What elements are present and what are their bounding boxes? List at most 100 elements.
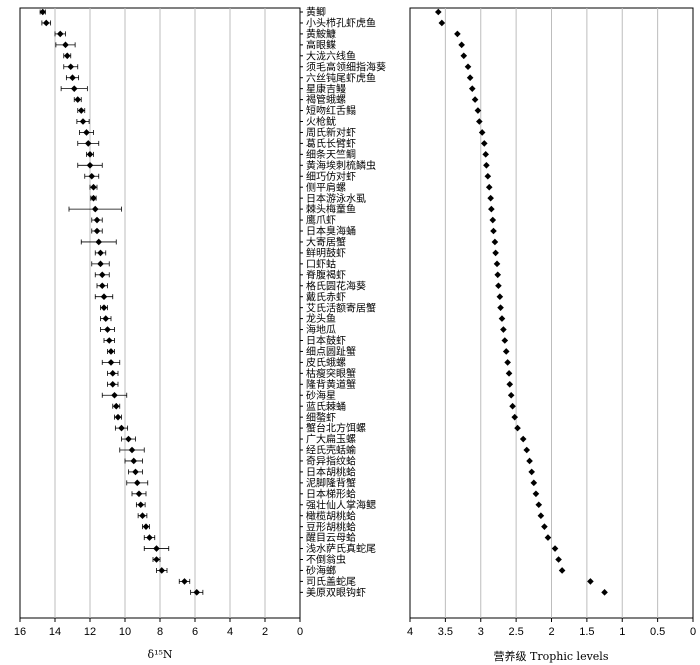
category-label: 短吻红舌鳎 xyxy=(306,104,356,117)
category-label: 砂海星 xyxy=(306,389,336,402)
category-label: 鹰爪虾 xyxy=(306,214,336,227)
left-tick-label: 6 xyxy=(192,626,198,638)
category-labels: 黄鲫小头栉孔虾虎鱼黄鮟鱇高眼鲽大泷六线鱼须毛高领细指海葵六丝钝尾虾虎鱼星康吉鳗褐… xyxy=(300,6,386,599)
category-label: 周氏新对虾 xyxy=(306,126,356,139)
right-data-point xyxy=(535,501,543,509)
left-data-point xyxy=(56,30,64,38)
right-data-point xyxy=(555,556,562,563)
right-data-point xyxy=(490,227,497,235)
category-label: 口虾蛄 xyxy=(306,257,336,270)
category-label: 广大扁玉螺 xyxy=(306,433,356,446)
left-data-point xyxy=(142,523,150,530)
right-data-point xyxy=(491,238,499,246)
left-data-point xyxy=(128,446,136,454)
right-data-point xyxy=(464,63,472,71)
right-data-point xyxy=(523,446,531,454)
category-label: 黄鮟鱇 xyxy=(306,28,336,41)
category-label: 日本臭海蛹 xyxy=(306,225,356,238)
right-tick-label: 3 xyxy=(478,626,484,638)
left-data-point xyxy=(193,589,201,596)
right-data-point xyxy=(528,468,535,476)
right-tick-label: 1.5 xyxy=(579,626,594,638)
category-label: 龙头鱼 xyxy=(306,312,336,325)
category-label: 日本游泳水虱 xyxy=(306,192,366,205)
left-data-point xyxy=(84,140,92,147)
right-data-point xyxy=(458,41,465,49)
right-x-ticks: 4 3.5 3 2.5 2 1.5 1 0.5 0 xyxy=(407,618,696,638)
category-label: 褐管蛾螺 xyxy=(306,93,346,106)
category-label: 泥脚隆背蟹 xyxy=(306,476,356,489)
left-tick-label: 8 xyxy=(157,626,163,638)
left-tick-label: 16 xyxy=(14,626,26,638)
category-label: 葛氏长臂虾 xyxy=(306,137,356,150)
category-label: 醒目云母蛤 xyxy=(306,531,356,544)
left-data-point xyxy=(86,162,94,169)
left-data-point xyxy=(181,578,188,585)
category-label: 砂海螂 xyxy=(306,564,336,577)
left-data-point xyxy=(90,183,97,191)
right-data-point xyxy=(493,260,501,268)
right-data-point xyxy=(514,424,521,432)
right-data-point xyxy=(454,30,461,38)
right-tick-label: 2 xyxy=(548,626,554,638)
left-data-point xyxy=(91,205,99,213)
category-label: 六丝钝尾虾虎鱼 xyxy=(306,71,376,84)
left-data-point xyxy=(70,85,78,92)
right-grid xyxy=(444,8,659,618)
right-data-point xyxy=(474,107,482,114)
right-data-point xyxy=(537,512,545,519)
right-data-point xyxy=(438,19,446,27)
left-data-point xyxy=(95,238,103,246)
left-data-point xyxy=(133,479,141,487)
right-data-points xyxy=(435,8,608,596)
left-panel: 16 14 12 10 8 6 4 2 0 黄鲫小头栉孔虾虎鱼黄鮟鱇高眼鲽大泷六线鱼须毛高领细指… xyxy=(14,6,386,661)
right-tick-label: 4 xyxy=(407,626,413,638)
left-data-points xyxy=(39,8,204,596)
right-data-point xyxy=(480,140,488,147)
category-label: 日本胡桃蛤 xyxy=(306,466,356,479)
left-data-point xyxy=(97,249,104,257)
left-tick-label: 4 xyxy=(227,626,233,638)
left-data-point xyxy=(158,567,166,574)
right-data-point xyxy=(506,381,514,388)
right-panel: 4 3.5 3 2.5 2 1.5 1 0.5 0 营养级 Trophic levels xyxy=(407,7,696,663)
right-data-point xyxy=(466,74,474,81)
left-data-point xyxy=(97,260,104,268)
left-data-point xyxy=(98,282,106,290)
left-data-point xyxy=(112,402,120,410)
left-x-ticks: 16 14 12 10 8 6 4 2 0 xyxy=(14,618,303,638)
left-data-point xyxy=(69,74,76,81)
category-label: 细点圆趾蟹 xyxy=(306,345,356,358)
category-label: 隆背黄道蟹 xyxy=(306,378,356,391)
left-data-point xyxy=(139,512,146,519)
category-label: 高眼鲽 xyxy=(306,38,336,51)
left-data-point xyxy=(105,337,113,344)
right-data-point xyxy=(544,534,552,541)
left-data-point xyxy=(67,63,75,71)
right-data-point xyxy=(505,370,513,377)
left-data-point xyxy=(79,118,87,125)
right-data-point xyxy=(494,271,502,279)
category-label: 蓝氏棘蛹 xyxy=(306,401,346,413)
right-data-point xyxy=(495,282,502,290)
left-data-point xyxy=(88,172,96,180)
category-label: 强壮仙人掌海鳃 xyxy=(306,498,376,511)
left-data-point xyxy=(93,227,101,235)
category-label: 星康吉鳗 xyxy=(306,82,346,95)
left-data-point xyxy=(42,19,50,27)
right-data-point xyxy=(558,567,566,574)
left-data-point xyxy=(146,534,153,541)
left-data-point xyxy=(153,556,160,563)
left-tick-label: 14 xyxy=(49,626,61,638)
category-label: 鲜明鼓虾 xyxy=(306,247,346,260)
category-label: 细条天竺鲷 xyxy=(306,148,356,161)
left-data-point xyxy=(39,8,47,16)
left-data-point xyxy=(63,52,71,60)
right-data-point xyxy=(484,172,492,180)
category-label: 脊腹褐虾 xyxy=(306,268,346,281)
right-data-point xyxy=(511,413,519,421)
right-tick-label: 3.5 xyxy=(438,626,453,638)
left-data-point xyxy=(130,457,138,465)
right-data-point xyxy=(488,205,495,213)
left-tick-label: 0 xyxy=(297,626,303,638)
